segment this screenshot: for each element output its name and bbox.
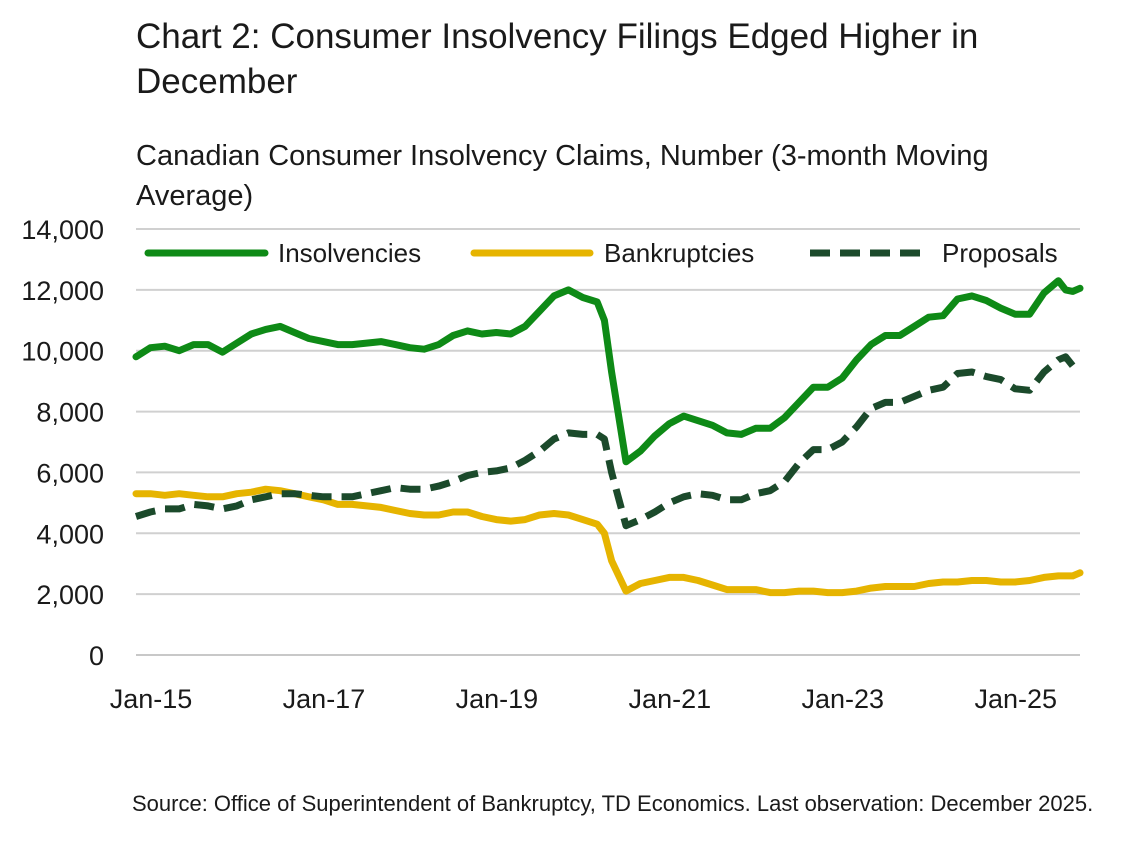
y-tick-label: 6,000 bbox=[36, 458, 104, 488]
y-tick-label: 8,000 bbox=[36, 398, 104, 428]
x-axis-ticks: Jan-15 Jan-17 Jan-19 Jan-21 Jan-23 Jan-25 bbox=[110, 684, 1057, 714]
series-line-proposals bbox=[134, 353, 1083, 530]
x-tick-label: Jan-19 bbox=[456, 684, 539, 714]
y-axis-ticks: 14,000 12,000 10,000 8,000 6,000 4,000 2,000 0 bbox=[21, 215, 104, 671]
legend-label-insolvencies: Insolvencies bbox=[278, 238, 421, 268]
series-line-insolvencies bbox=[132, 277, 1084, 466]
y-tick-label: 2,000 bbox=[36, 580, 104, 610]
y-tick-label: 10,000 bbox=[21, 337, 104, 367]
series-lines bbox=[132, 277, 1084, 597]
chart-subtitle: Canadian Consumer Insolvency Claims, Num… bbox=[136, 140, 989, 212]
legend-label-proposals: Proposals bbox=[942, 238, 1058, 268]
legend-label-bankruptcies: Bankruptcies bbox=[604, 238, 754, 268]
x-tick-label: Jan-25 bbox=[974, 684, 1057, 714]
x-tick-label: Jan-21 bbox=[629, 684, 712, 714]
y-tick-label: 14,000 bbox=[21, 215, 104, 245]
x-tick-label: Jan-23 bbox=[802, 684, 885, 714]
x-tick-label: Jan-17 bbox=[283, 684, 366, 714]
y-tick-label: 4,000 bbox=[36, 519, 104, 549]
y-tick-label: 0 bbox=[89, 641, 104, 671]
chart-title: Chart 2: Consumer Insolvency Filings Edg… bbox=[136, 17, 979, 101]
x-tick-label: Jan-15 bbox=[110, 684, 193, 714]
series-line-bankruptcies bbox=[132, 485, 1084, 597]
legend: Insolvencies Bankruptcies Proposals bbox=[144, 238, 1058, 268]
y-tick-label: 12,000 bbox=[21, 276, 104, 306]
source-note: Source: Office of Superintendent of Bank… bbox=[132, 791, 1094, 816]
